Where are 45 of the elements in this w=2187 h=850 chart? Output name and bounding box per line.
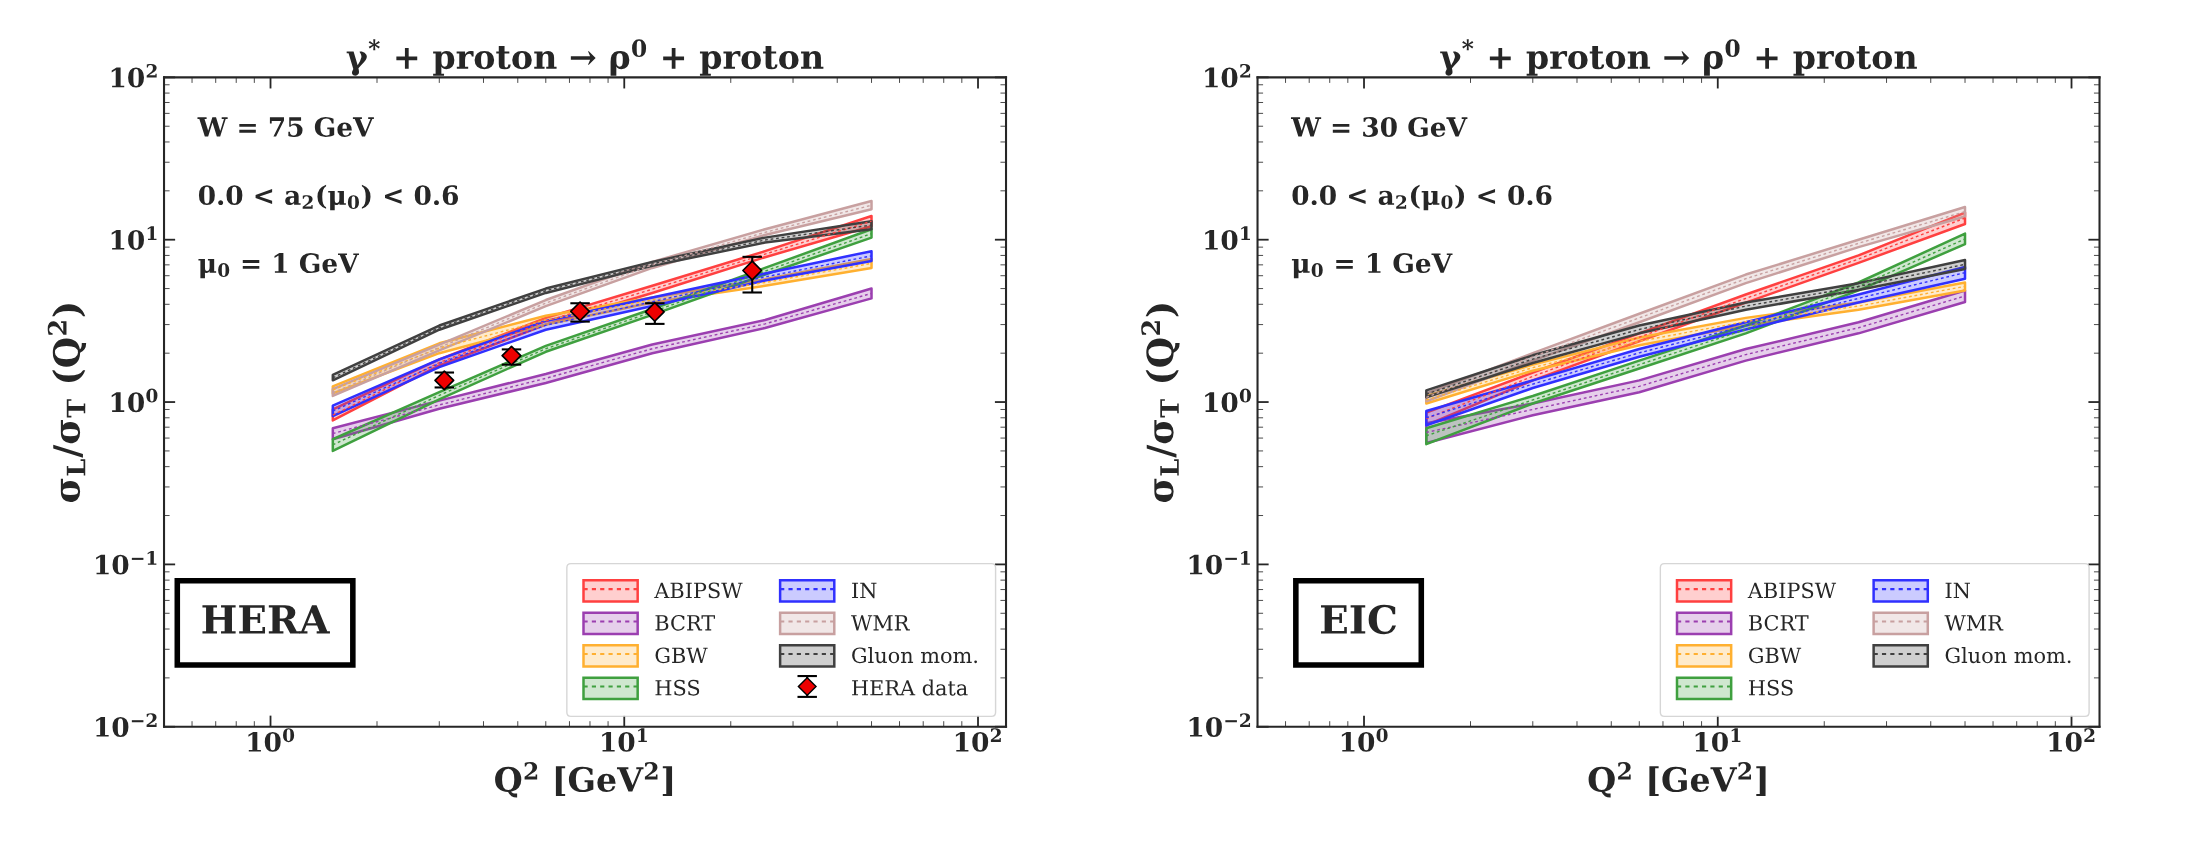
y-tick-label: 10$^{2}$ [1205,63,1251,88]
annotation: W = 30 GeV [1290,117,1468,137]
annotation: W = 75 GeV [197,117,374,137]
legend-label: GBW [655,647,708,664]
legend-label: WMR [851,615,910,631]
annotation: μ$_{0}$ = 1 GeV [1291,253,1453,279]
x-axis-title: Q$^{2}$ [GeV$^{2}$] [495,762,673,798]
x-tick-label: 10$^{2}$ [2049,728,2095,752]
legend-label: Gluon mom. [1945,647,2071,664]
x-tick-label: 10$^{1}$ [602,728,647,752]
y-axis-title: σ$_{L}$/σ$_{T}$ (Q$^{2}$) [47,304,87,503]
legend-label: ABIPSW [1747,582,1837,599]
legend-label: HERA data [852,679,968,696]
x-tick-label: 10$^{2}$ [955,728,1001,752]
y-tick-label: 10$^{1}$ [1205,226,1250,250]
legend-label: Gluon mom. [852,647,977,664]
y-tick-label: 10$^{2}$ [111,63,157,88]
legend-label: HSS [655,679,700,696]
y-tick-label: 10$^{0}$ [1205,388,1251,413]
x-tick-label: 10$^{0}$ [248,728,295,752]
x-tick-label: 10$^{0}$ [1341,728,1388,752]
chart-title: γ$^{*}$ + proton → ρ$^{0}$ + proton [346,39,824,76]
legend-label: HSS [1748,679,1793,696]
y-tick-label: 10$^{−1}$ [1189,550,1250,575]
x-axis-title: Q$^{2}$ [GeV$^{2}$] [1588,762,1766,798]
annotation: μ$_{0}$ = 1 GeV [198,253,359,279]
annotation: 0.0 < a$_{2}$(μ$_{0}$) < 0.6 [1292,184,1552,211]
legend-label: IN [852,582,877,599]
y-tick-label: 10$^{−1}$ [96,550,157,575]
legend-label: IN [1945,582,1970,599]
legend-label: GBW [1749,647,1802,664]
annotation: HERA [202,605,330,634]
legend-label: BCRT [1748,614,1809,631]
legend-label: ABIPSW [654,582,743,599]
y-tick-label: 10$^{0}$ [111,388,158,413]
legend-label: WMR [1944,615,2004,631]
legend-label: BCRT [655,614,715,631]
y-tick-label: 10$^{1}$ [111,226,157,250]
chart-title: γ$^{*}$ + proton → ρ$^{0}$ + proton [1440,39,1917,76]
y-axis-title: σ$_{L}$/σ$_{T}$ (Q$^{2}$) [1141,304,1180,503]
y-tick-label: 10$^{−2}$ [96,713,157,737]
y-tick-label: 10$^{−2}$ [1189,713,1251,737]
annotation: 0.0 < a$_{2}$(μ$_{0}$) < 0.6 [198,184,459,211]
x-tick-label: 10$^{1}$ [1695,728,1741,752]
annotation: EIC [1320,604,1396,635]
